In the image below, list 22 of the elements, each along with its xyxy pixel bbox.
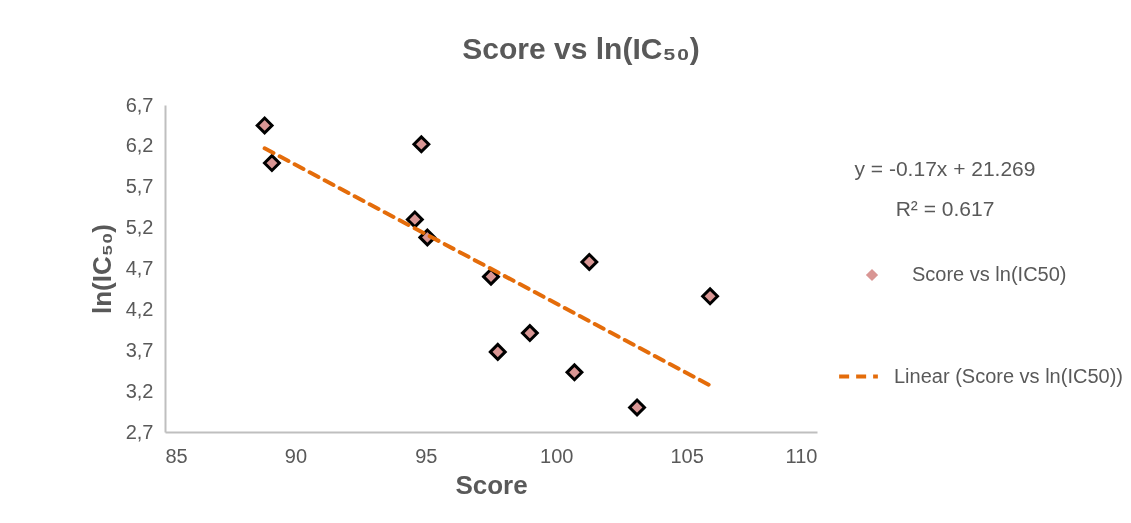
text: y = -0.17x + 21.269: [854, 157, 1036, 180]
legend-label: Score vs ln(IC50): [912, 263, 1067, 285]
y-tick-label: 3,2: [125, 379, 154, 402]
x-tick-label: 110: [785, 444, 818, 467]
y-tick-label: 3,7: [125, 338, 154, 361]
y-axis-title: ln(IC₅₀): [86, 223, 117, 315]
y-tick-label: 5,2: [125, 216, 154, 239]
x-tick-label: 90: [284, 444, 308, 467]
y-tick-label: 2,7: [125, 420, 154, 443]
x-tick-label: 95: [415, 444, 438, 467]
legend-label: Linear (Score vs ln(IC50)): [894, 364, 1123, 387]
y-tick-label: 6,7: [125, 93, 154, 116]
x-tick-label: 85: [165, 444, 188, 467]
text: R² = 0.617: [895, 197, 995, 220]
y-tick-label: 5,7: [125, 175, 154, 198]
y-tick-label: 4,7: [125, 257, 154, 279]
chart-title: Score vs ln(IC₅₀): [462, 32, 700, 65]
x-axis-title: Score: [455, 469, 528, 500]
y-tick-label: 6,2: [125, 134, 154, 157]
y-tick-label: 4,2: [125, 297, 154, 320]
x-tick-label: 100: [540, 444, 574, 467]
x-tick-label: 105: [670, 444, 704, 467]
